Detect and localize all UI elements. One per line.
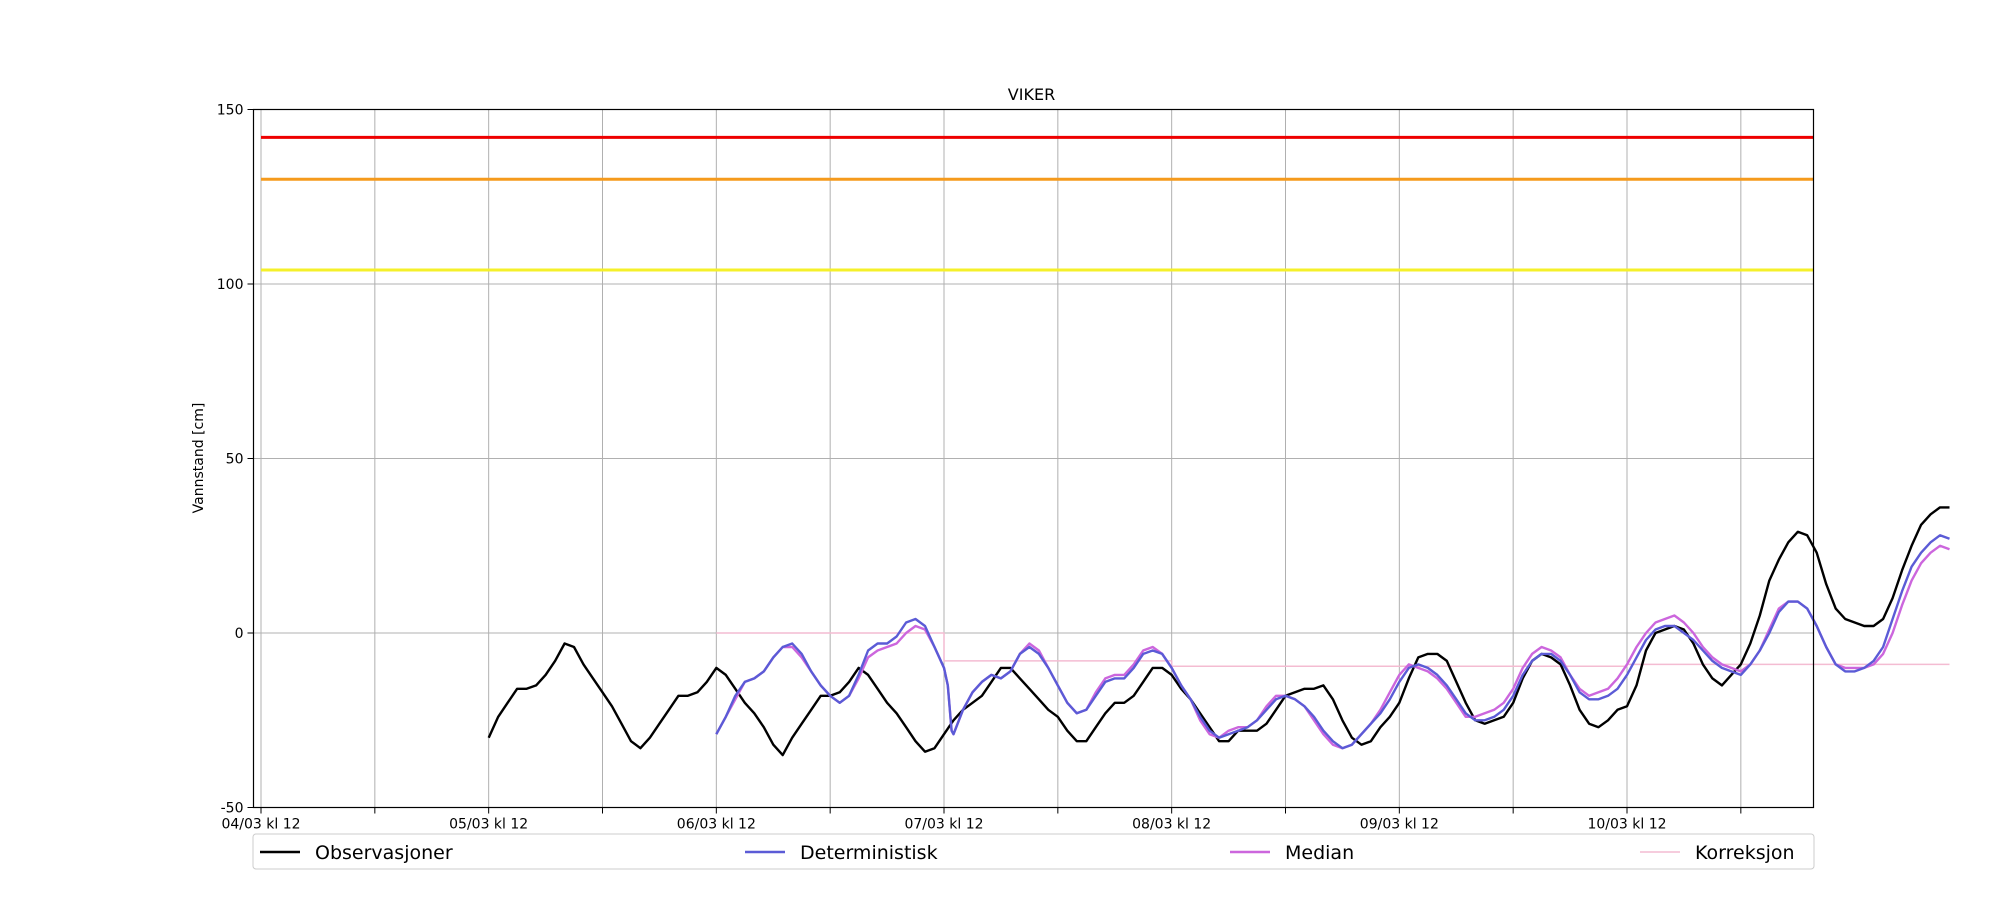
series-line-observasjoner	[487, 506, 1950, 757]
x-axis: 04/03 kl 12 05/03 kl 12 06/03 kl 12 07/03 k…	[221, 807, 1742, 833]
legend-label: Deterministisk	[800, 842, 938, 864]
y-tick-label: 100	[217, 277, 244, 293]
grid	[253, 109, 1814, 808]
y-axis: -50 0 50 100 150	[217, 103, 254, 817]
series-line-deterministisk	[715, 534, 1950, 750]
chart-title: VIKER	[1008, 85, 1055, 104]
series-lines	[487, 506, 1950, 757]
y-tick-label: 150	[217, 103, 244, 119]
x-tick-label: 08/03 kl 12	[1132, 817, 1211, 833]
x-tick-label: 10/03 kl 12	[1587, 817, 1666, 833]
x-tick-label: 05/03 kl 12	[449, 817, 528, 833]
legend-label: Observasjoner	[315, 842, 453, 864]
y-axis-label: Vannstand [cm]	[191, 403, 207, 514]
legend-label: Median	[1285, 842, 1354, 864]
legend: Observasjoner Deterministisk Median Korreks…	[252, 833, 1815, 870]
legend-frame	[252, 833, 1815, 870]
y-tick-label: 50	[226, 452, 244, 468]
series-line-median	[715, 544, 1950, 750]
x-tick-label: 04/03 kl 12	[221, 817, 300, 833]
x-tick-label: 09/03 kl 12	[1360, 817, 1439, 833]
threshold-lines	[261, 135, 1814, 272]
y-tick-label: 0	[235, 626, 244, 642]
y-tick-label: -50	[221, 801, 244, 817]
x-tick-label: 07/03 kl 12	[904, 817, 983, 833]
legend-label: Korreksjon	[1695, 842, 1795, 864]
x-tick-label: 06/03 kl 12	[677, 817, 756, 833]
